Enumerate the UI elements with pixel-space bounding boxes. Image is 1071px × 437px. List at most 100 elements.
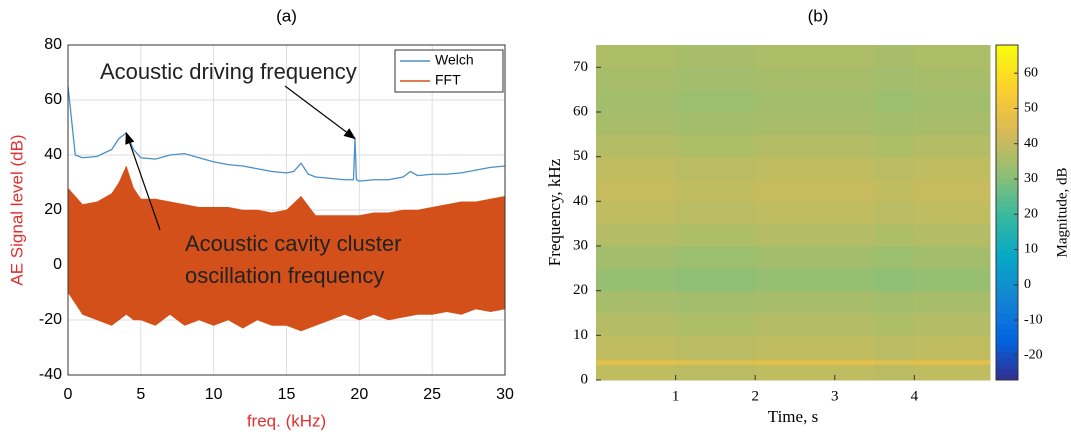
heat-cell	[755, 112, 796, 135]
heat-cell	[635, 246, 677, 269]
x-tick-label: 5	[136, 386, 145, 403]
heat-cell	[675, 89, 716, 113]
heat-cell	[715, 268, 756, 292]
heat-cell	[834, 156, 876, 180]
colorbar-step	[996, 234, 1018, 241]
heat-cell	[914, 156, 955, 180]
x-axis-label: freq. (kHz)	[247, 411, 326, 430]
heat-cell	[794, 112, 836, 135]
fft-band	[431, 204, 447, 315]
heat-cell	[834, 335, 876, 361]
colorbar-step	[996, 307, 1018, 314]
x-tick-label: 15	[278, 386, 296, 403]
heat-cell	[794, 290, 836, 314]
heat-cell	[715, 156, 756, 180]
colorbar-step	[996, 106, 1018, 113]
heat-cell	[954, 45, 991, 68]
colorbar-step	[996, 223, 1018, 230]
heat-cell	[914, 246, 955, 269]
heat-cell	[914, 67, 955, 91]
colorbar-step	[996, 134, 1018, 141]
heat-cell	[834, 179, 876, 202]
heat-cell	[635, 268, 677, 292]
heat-cell	[914, 134, 955, 158]
heat-cell	[794, 335, 836, 361]
colorbar-step	[996, 67, 1018, 74]
heat-cell	[596, 201, 637, 225]
heat-cell	[675, 45, 716, 68]
heat-cell	[596, 112, 637, 135]
colorbar-step	[996, 368, 1018, 375]
heat-cell	[914, 313, 955, 336]
heat-cell	[755, 335, 796, 361]
fft-band	[133, 187, 142, 321]
heat-cell	[715, 45, 756, 68]
heat-cell	[874, 290, 915, 314]
legend-box	[394, 49, 504, 93]
fft-band	[140, 198, 156, 326]
heat-cell	[954, 89, 991, 113]
heat-cell	[755, 246, 796, 269]
heat-cell	[596, 290, 637, 314]
colorbar-step	[996, 296, 1018, 303]
heat-cell	[874, 67, 915, 91]
x-tick-label: 4	[911, 388, 919, 404]
fft-band	[461, 201, 477, 315]
heat-cell	[675, 201, 716, 225]
y-tick-label: 40	[573, 193, 588, 209]
colorbar-step	[996, 352, 1018, 359]
colorbar-step	[996, 195, 1018, 202]
x-tick-label: 10	[205, 386, 223, 403]
heat-cell	[675, 359, 716, 365]
colorbar-step	[996, 346, 1018, 353]
fft-band	[417, 206, 433, 315]
heat-cell	[954, 313, 991, 336]
heat-cell	[794, 89, 836, 113]
heat-cell	[715, 335, 756, 361]
heat-cell	[635, 45, 677, 68]
y-tick-label: -40	[39, 366, 62, 383]
x-tick-label: 20	[350, 386, 368, 403]
colorbar-step	[996, 279, 1018, 286]
heat-cell	[715, 290, 756, 314]
heat-cell	[755, 313, 796, 336]
heat-cell	[755, 223, 796, 247]
heat-cell	[635, 201, 677, 225]
x-tick-label: 1	[672, 388, 680, 404]
heat-cell	[755, 359, 796, 365]
heat-cell	[794, 45, 836, 68]
heat-cell	[874, 201, 915, 225]
colorbar-step	[996, 290, 1018, 297]
heat-cell	[675, 335, 716, 361]
colorbar-step	[996, 268, 1018, 275]
colorbar-tick-label: 50	[1024, 101, 1038, 116]
heat-cell	[914, 201, 955, 225]
colorbar-tick-label: 20	[1024, 206, 1038, 221]
heat-cell	[914, 179, 955, 202]
plot-frame	[67, 44, 506, 376]
colorbar-step	[996, 45, 1018, 52]
heat-cell	[794, 246, 836, 269]
heat-cell	[954, 268, 991, 292]
colorbar-step	[996, 363, 1018, 370]
heat-cell	[635, 364, 677, 381]
heat-cell	[834, 290, 876, 314]
heat-cell	[954, 364, 991, 381]
heat-cell	[715, 67, 756, 91]
heat-cell	[874, 359, 915, 365]
legend-label: Welch	[435, 52, 474, 68]
heat-cell	[675, 134, 716, 158]
colorbar-tick-label: 30	[1024, 171, 1038, 186]
colorbar-step	[996, 145, 1018, 152]
heat-cell	[596, 179, 637, 202]
heat-cell	[794, 223, 836, 247]
heat-cell	[635, 89, 677, 113]
y-tick-label: 60	[573, 103, 588, 119]
heat-cell	[635, 335, 677, 361]
heat-cell	[874, 156, 915, 180]
colorbar-step	[996, 257, 1018, 264]
colorbar-step	[996, 273, 1018, 280]
colorbar-step	[996, 206, 1018, 213]
heat-cell	[834, 364, 876, 381]
colorbar-step	[996, 139, 1018, 146]
